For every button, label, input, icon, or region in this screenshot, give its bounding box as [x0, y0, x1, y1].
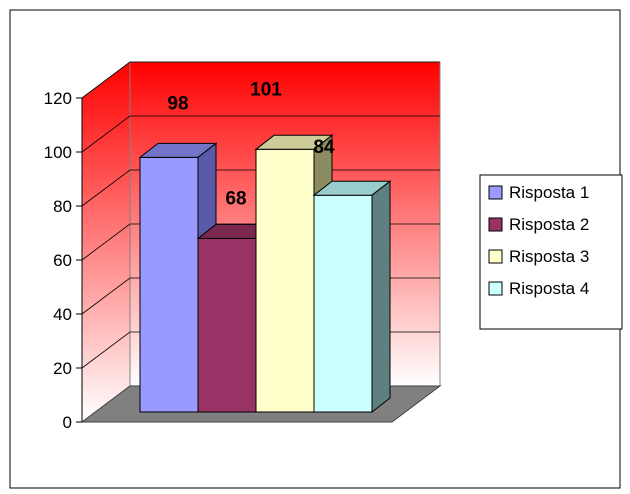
legend-swatch: [488, 185, 503, 200]
y-tick-label: 80: [53, 197, 72, 216]
data-label: 84: [313, 137, 335, 158]
data-label: 98: [167, 93, 188, 114]
legend-swatch: [488, 281, 503, 296]
bar-front: [255, 148, 315, 413]
legend-swatch: [488, 249, 503, 264]
legend-label: Risposta 3: [509, 247, 589, 266]
legend-swatch: [488, 217, 503, 232]
legend-box: [479, 174, 623, 330]
legend-label: Risposta 1: [509, 183, 589, 202]
bar-front: [139, 156, 199, 413]
y-tick-label: 100: [44, 143, 72, 162]
gridline: [81, 115, 440, 153]
legend-label: Risposta 2: [509, 215, 589, 234]
y-tick-label: 60: [53, 251, 72, 270]
data-label: 101: [250, 79, 282, 100]
y-tick-label: 20: [53, 359, 72, 378]
bar-side: [371, 180, 391, 414]
gridline: [81, 61, 440, 99]
data-label: 68: [225, 188, 246, 209]
bar-front: [197, 237, 257, 413]
y-tick-label: 40: [53, 305, 72, 324]
legend-label: Risposta 4: [509, 279, 589, 298]
y-tick-label: 120: [44, 89, 72, 108]
gridline: [81, 169, 440, 207]
y-tick-label: 0: [63, 413, 72, 432]
bar-front: [313, 194, 373, 413]
